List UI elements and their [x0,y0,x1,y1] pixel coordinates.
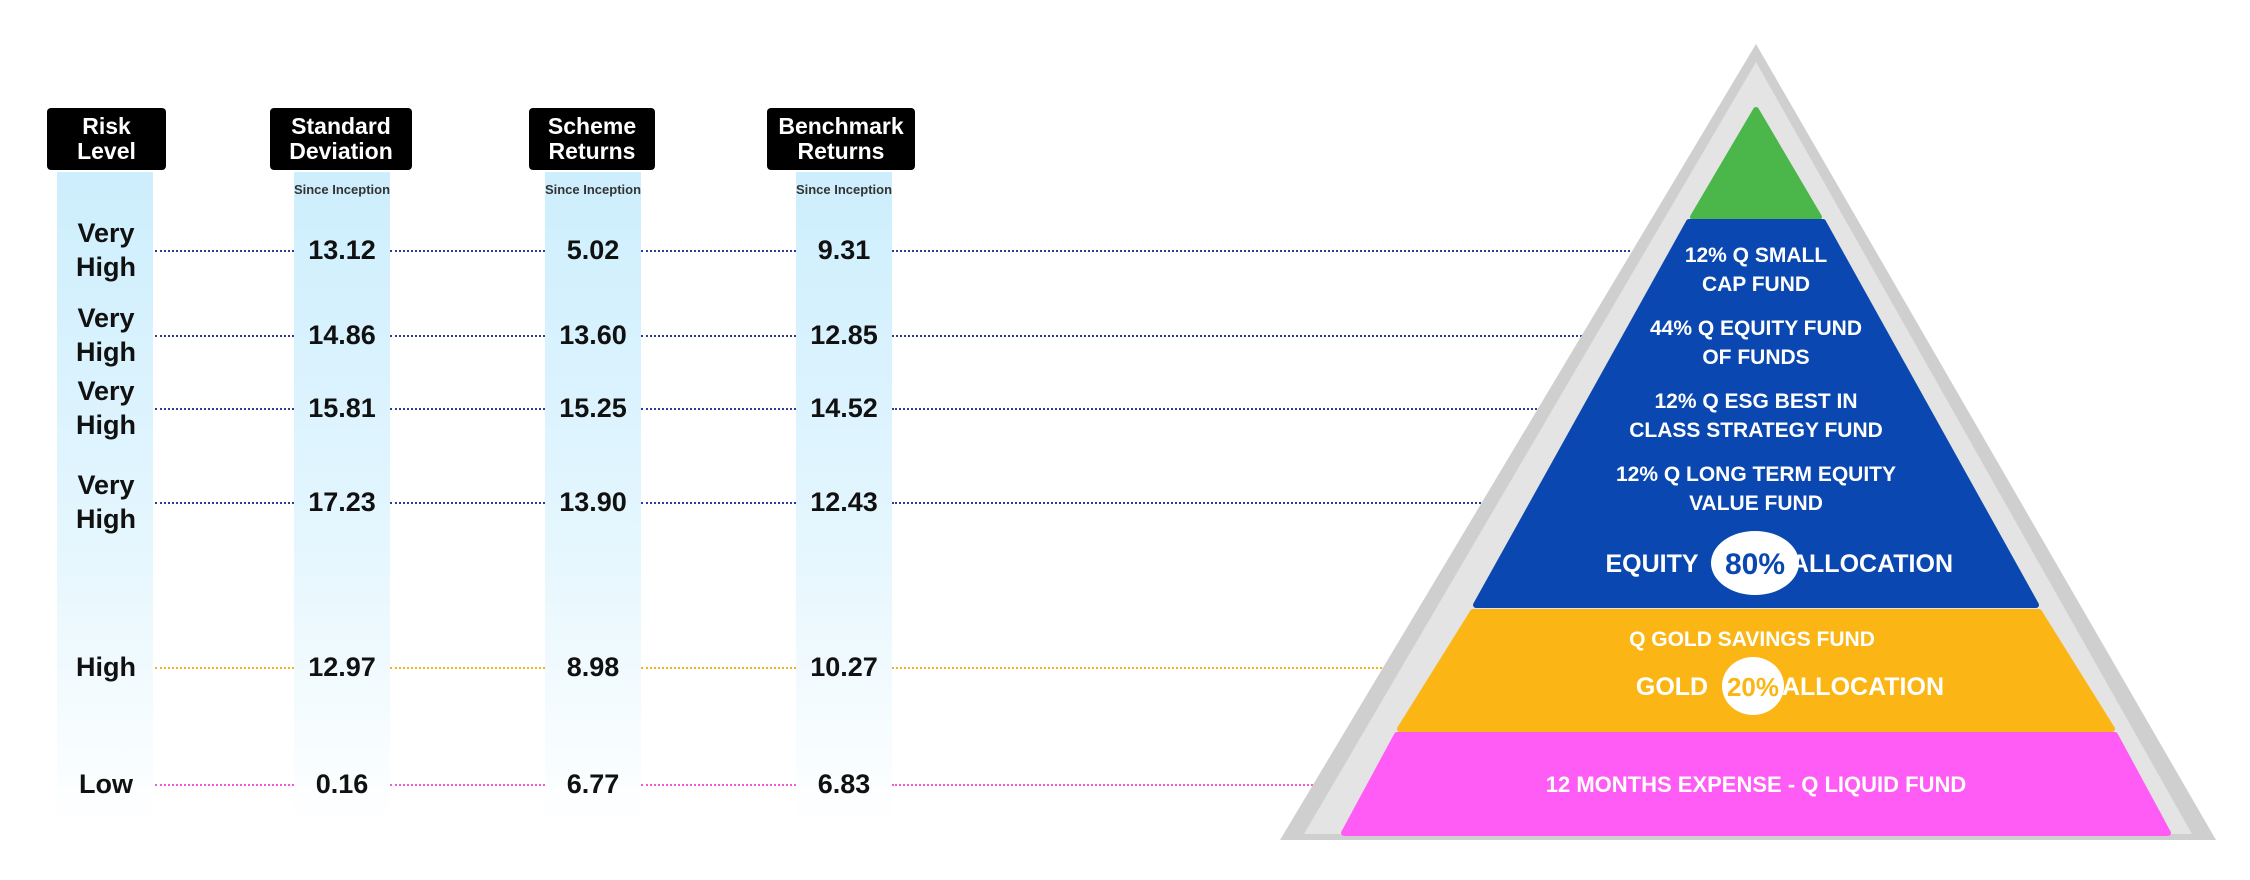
header-risk-level: Risk Level [47,108,166,170]
std-dev-column-bg [294,172,390,827]
row-connector-line [155,335,294,337]
benchmark-return-cell: 14.52 [810,393,878,423]
risk-level-text: High [76,410,136,440]
row-connector-line [641,667,796,669]
row-connector-line [155,784,294,786]
equity-fund-3-line-1: 12% Q ESG BEST IN [1654,390,1857,413]
risk-level-cell: High [56,627,156,707]
scheme-column-bg [545,172,641,827]
std-dev-cell: 13.12 [308,235,376,265]
row-connector-line [155,667,294,669]
risk-level-cell: Very High [56,210,156,290]
row-connector-line [892,784,1320,786]
row-connector-line [641,408,796,410]
row-connector-line [390,250,545,252]
gold-pct-badge [1722,657,1784,715]
std-dev-cell: 14.86 [308,320,376,350]
row-connector-line [390,408,545,410]
scheme-return-cell: 8.98 [566,652,620,682]
equity-fund-1-line-2: CAP FUND [1702,273,1810,296]
equity-label: EQUITY [1605,550,1698,578]
risk-level-text: High [76,652,136,682]
risk-level-text: High [76,337,136,367]
header-line: Level [77,138,136,164]
risk-level-text: High [76,504,136,534]
row-connector-line [641,335,796,337]
benchmark-return-cell: 12.85 [810,320,878,350]
header-benchmark-returns: Benchmark Returns [767,108,915,170]
equity-pct: 80% [1725,548,1785,581]
scheme-since-inception: Since Inception [544,182,642,197]
row-connector-line [390,335,545,337]
row-connector-line [155,250,294,252]
std-dev-since-inception: Since Inception [293,182,391,197]
equity-fund-2-line-1: 44% Q EQUITY FUND [1650,317,1862,340]
header-line: Risk [82,113,131,139]
row-connector-line [641,250,796,252]
equity-fund-4-line-2: VALUE FUND [1689,492,1823,515]
risk-level-text: High [76,252,136,282]
scheme-return-cell: 15.25 [559,393,627,423]
header-line: Returns [797,138,885,164]
risk-level-text: Very [77,376,135,406]
row-connector-line [390,667,545,669]
row-connector-line [892,250,1630,252]
liquid-layer [1341,732,2171,836]
risk-level-text: Very [77,470,135,500]
risk-level-cell: Very High [56,368,156,448]
equity-fund-1-line-1: 12% Q SMALL [1685,244,1828,267]
benchmark-return-cell: 6.83 [817,769,871,799]
equity-fund-3-line-2: CLASS STRATEGY FUND [1629,419,1883,442]
gold-allocation-label: ALLOCATION [1782,673,1944,701]
scheme-return-cell: 5.02 [566,235,620,265]
scheme-return-cell: 13.90 [559,487,627,517]
equity-layer [1473,219,2039,608]
benchmark-return-cell: 12.43 [810,487,878,517]
benchmark-return-cell: 9.31 [817,235,871,265]
benchmark-column-bg [796,172,892,827]
row-connector-line [155,408,294,410]
risk-level-text: Very [77,218,135,248]
benchmark-since-inception: Since Inception [795,182,893,197]
risk-level-text: Very [77,303,135,333]
std-dev-cell: 12.97 [308,652,376,682]
row-connector-line [641,784,796,786]
row-connector-line [390,502,545,504]
equity-fund-4-line-1: 12% Q LONG TERM EQUITY [1616,463,1896,486]
gold-pct: 20% [1727,672,1779,702]
row-connector-line [892,502,1485,504]
header-standard-deviation: Standard Deviation [270,108,412,170]
header-scheme-returns: Scheme Returns [529,108,655,170]
row-connector-line [892,667,1390,669]
std-dev-cell: 15.81 [308,393,376,423]
row-connector-line [390,784,545,786]
header-line: Returns [548,138,636,164]
header-line: Deviation [289,138,393,164]
row-connector-line [892,408,1540,410]
std-dev-cell: 0.16 [315,769,369,799]
row-connector-line [641,502,796,504]
risk-column-bg [57,172,153,827]
std-dev-cell: 17.23 [308,487,376,517]
scheme-return-cell: 6.77 [566,769,620,799]
equity-allocation-label: ALLOCATION [1791,550,1953,578]
gold-fund-label: Q GOLD SAVINGS FUND [1629,628,1875,651]
risk-level-cell: Low [56,744,156,824]
row-connector-line [892,335,1590,337]
risk-level-text: Low [79,769,133,799]
risk-level-cell: Very High [56,462,156,542]
liquid-fund-label: 12 MONTHS EXPENSE - Q LIQUID FUND [1546,772,1967,797]
header-line: Scheme [547,113,637,139]
header-line: Benchmark [778,113,904,139]
risk-level-cell: Very High [56,295,156,375]
scheme-return-cell: 13.60 [559,320,627,350]
allocation-pyramid: 12% Q SMALL CAP FUND 44% Q EQUITY FUND O… [1280,44,2216,840]
equity-fund-2-line-2: OF FUNDS [1702,346,1809,369]
row-connector-line [155,502,294,504]
header-line: Standard [291,113,391,139]
benchmark-return-cell: 10.27 [810,652,878,682]
pyramid-top-green [1690,107,1822,220]
gold-label: GOLD [1636,673,1708,701]
equity-pct-badge [1711,531,1799,595]
